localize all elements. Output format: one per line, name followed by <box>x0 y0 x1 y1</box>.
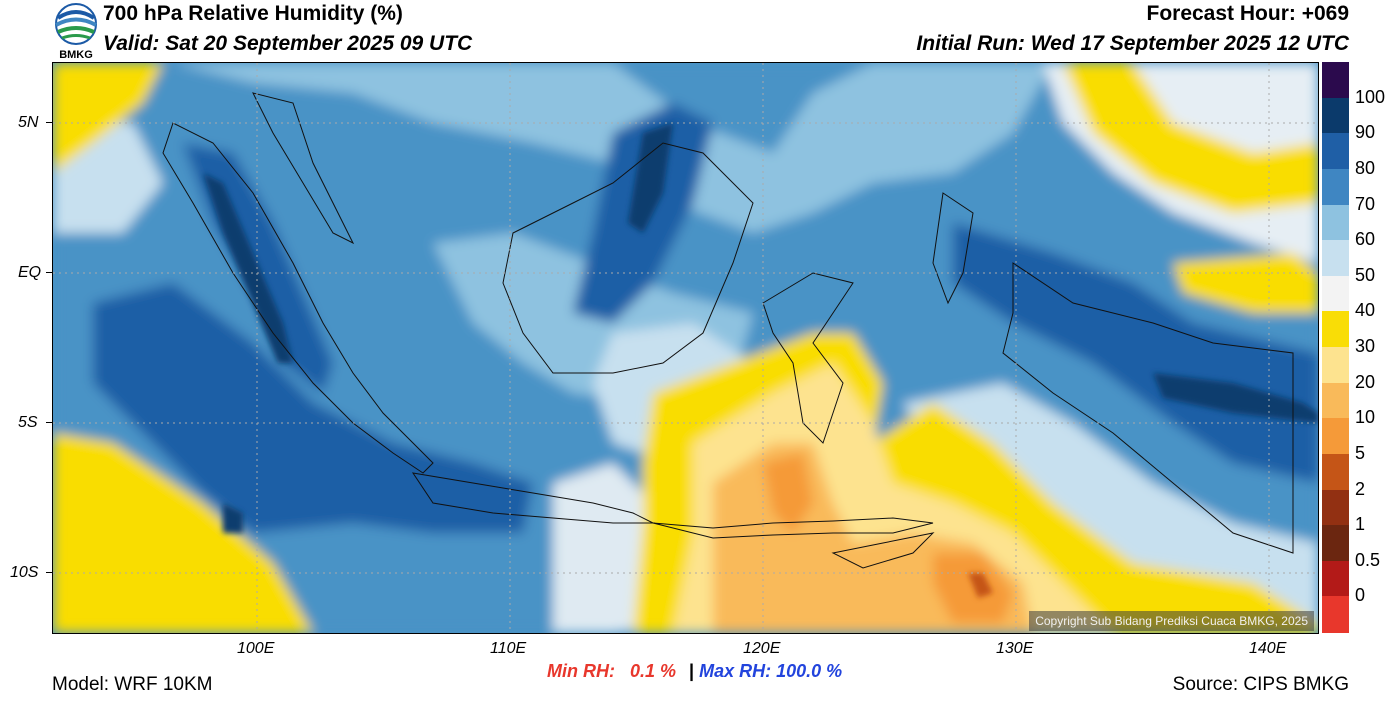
colorbar-label: 2 <box>1355 478 1366 499</box>
colorbar-segment <box>1322 240 1349 277</box>
lon-label-110e: 110E <box>490 640 527 657</box>
rh-yellow-ne-band <box>1063 63 1318 213</box>
colorbar-label: 80 <box>1355 157 1376 178</box>
min-rh-label: Min RH: <box>547 661 615 681</box>
rh-darkest-west <box>223 503 243 533</box>
coastlines <box>162 92 1294 569</box>
colorbar-segment <box>1322 525 1349 562</box>
source-label: Source: CIPS BMKG <box>1172 674 1349 695</box>
colorbar-segment <box>1322 168 1349 205</box>
colorbar-label: 90 <box>1355 122 1376 143</box>
max-rh-value: 100.0 % <box>776 661 843 681</box>
colorbar-label: 0.5 <box>1355 549 1381 570</box>
rh-yellow-e <box>1173 253 1318 313</box>
max-rh-label: Max RH: <box>699 661 772 681</box>
lon-label-140e: 140E <box>1249 640 1287 657</box>
coast-nusa-tenggara <box>652 517 934 539</box>
bmkg-logo-emblem <box>55 3 97 45</box>
rh-darkest-papua <box>1153 373 1318 423</box>
rh-darkest-borneo <box>628 123 673 233</box>
model-label: Model: WRF 10KM <box>52 674 213 695</box>
coast-halmahera <box>932 192 974 305</box>
colorbar-segment <box>1322 453 1349 490</box>
colorbar-segment <box>1322 560 1349 597</box>
colorbar-label: 60 <box>1355 229 1376 250</box>
rh-dark-west <box>93 283 533 533</box>
lat-label-5n: 5N <box>18 114 39 131</box>
colorbar-segment <box>1322 382 1349 419</box>
rh-map: Copyright Sub Bidang Prediksi Cuaca BMKG… <box>52 62 1319 634</box>
colorbar-segment <box>1322 489 1349 526</box>
min-rh-value: 0.1 % <box>630 661 677 681</box>
lat-label-eq: EQ <box>18 264 42 281</box>
lon-label-100e: 100E <box>237 640 275 657</box>
rh-field <box>53 63 1318 633</box>
rh-yellow-sw <box>53 433 313 633</box>
colorbar-label: 10 <box>1355 407 1376 428</box>
lat-tick-eq <box>46 272 52 273</box>
colorbar-label: 5 <box>1355 442 1366 463</box>
lat-tick-5s <box>46 422 52 423</box>
colorbar-segment <box>1322 133 1349 170</box>
lat-label-5s: 5S <box>18 414 38 431</box>
coast-sulawesi <box>762 272 854 444</box>
colorbar-segment <box>1322 311 1349 348</box>
colorbar-segment <box>1322 204 1349 241</box>
initial-run: Initial Run: Wed 17 September 2025 12 UT… <box>916 32 1349 55</box>
rh-darkest-sumatra <box>203 173 293 363</box>
rh-darkorange <box>763 453 813 533</box>
rh-dark-northeast <box>953 223 1318 483</box>
lon-label-120e: 120E <box>743 640 781 657</box>
forecast-hour: Forecast Hour: +069 <box>1146 2 1350 25</box>
stats-separator: | <box>689 661 695 681</box>
bmkg-logo: BMKG <box>52 2 100 61</box>
map-title: 700 hPa Relative Humidity (%) <box>103 2 403 25</box>
lat-tick-10s <box>46 572 52 573</box>
rh-white-east <box>903 383 1318 633</box>
colorbar-segment <box>1322 596 1349 633</box>
colorbar-segment <box>1322 418 1349 455</box>
colorbar-label: 30 <box>1355 336 1376 356</box>
colorbar-label: 20 <box>1355 371 1376 392</box>
logo-text: BMKG <box>59 49 93 61</box>
colorbar-label: 40 <box>1355 300 1376 321</box>
rh-darkorange-south <box>933 553 1013 623</box>
coast-sumatra <box>162 122 434 474</box>
colorbar <box>1322 62 1349 633</box>
colorbar-segment <box>1322 97 1349 134</box>
coast-timor <box>831 532 935 569</box>
colorbar-segment <box>1322 275 1349 312</box>
rh-yellow-nw <box>53 63 163 173</box>
rh-light-north <box>53 63 1053 233</box>
rh-brown <box>968 573 993 598</box>
coast-borneo <box>502 142 754 374</box>
colorbar-label: 100 <box>1355 86 1386 107</box>
colorbar-segment <box>1322 62 1349 99</box>
colorbar-label: 50 <box>1355 264 1376 285</box>
graticule <box>53 63 1318 633</box>
lat-tick-5n <box>46 122 52 123</box>
lon-label-130e: 130E <box>996 640 1034 657</box>
rh-stats: Min RH: 0.1 % | Max RH: 100.0 % <box>547 661 842 682</box>
colorbar-label: 0 <box>1355 585 1366 606</box>
colorbar-label: 1 <box>1355 514 1366 535</box>
lat-label-10s: 10S <box>10 564 39 581</box>
copyright-notice: Copyright Sub Bidang Prediksi Cuaca BMKG… <box>1029 611 1314 631</box>
coast-papua <box>1002 262 1294 554</box>
valid-time: Valid: Sat 20 September 2025 09 UTC <box>103 32 473 55</box>
colorbar-segment <box>1322 347 1349 384</box>
colorbar-label: 70 <box>1355 193 1376 214</box>
